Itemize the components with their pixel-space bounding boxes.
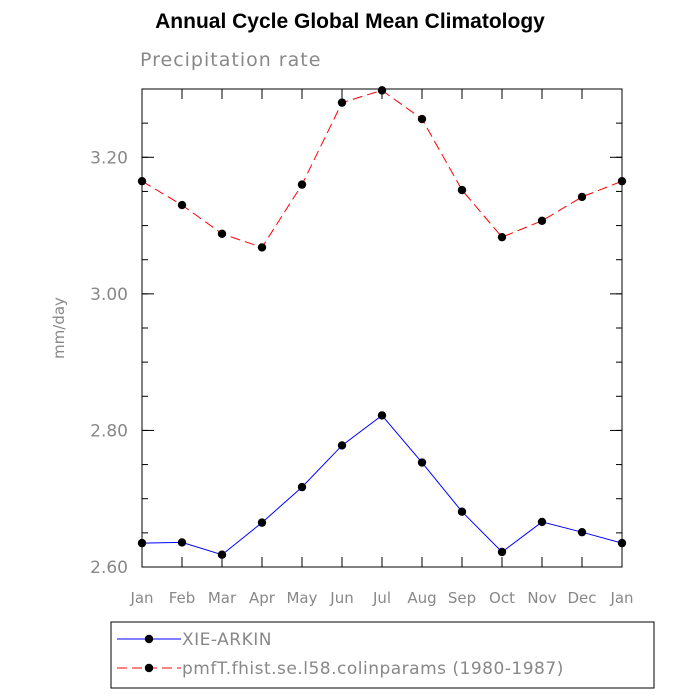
chart-subtitle: Precipitation rate bbox=[140, 49, 322, 71]
series-1-point bbox=[137, 538, 147, 548]
series-1-point bbox=[177, 538, 187, 547]
series-1-point bbox=[257, 518, 267, 527]
x-tick-label: Oct bbox=[489, 589, 515, 607]
series-2-point bbox=[417, 114, 427, 124]
chart-title: Annual Cycle Global Mean Climatology bbox=[155, 10, 545, 33]
legend-label-1: XIE-ARKIN bbox=[182, 630, 272, 650]
x-tick-label: Jul bbox=[372, 589, 391, 607]
legend-label-2: pmfT.fhist.se.l58.colinparams (1980-1987… bbox=[182, 659, 564, 679]
series-2-point bbox=[537, 216, 547, 225]
series-2-point bbox=[377, 86, 387, 95]
plot-frame bbox=[141, 88, 623, 568]
y-tick-label: 2.60 bbox=[90, 558, 128, 578]
series-line-2 bbox=[141, 89, 623, 249]
series-2-point bbox=[257, 243, 267, 252]
y-tick-label: 3.00 bbox=[90, 285, 128, 305]
series-1-point bbox=[377, 411, 387, 420]
series-1-point bbox=[577, 527, 587, 537]
series-2-point bbox=[577, 192, 587, 202]
series-2-point bbox=[217, 229, 227, 238]
x-tick-label: May bbox=[286, 589, 317, 607]
series-1-point bbox=[337, 441, 347, 450]
series-1-point bbox=[297, 482, 307, 492]
series-2-point bbox=[457, 185, 467, 195]
series-1-point bbox=[537, 517, 547, 527]
series-1-point bbox=[497, 547, 507, 557]
series-line-1 bbox=[141, 414, 623, 556]
series-2-point bbox=[177, 200, 187, 210]
legend-marker-2 bbox=[144, 663, 154, 673]
series-1-point bbox=[217, 550, 227, 559]
series-1-point bbox=[457, 507, 467, 516]
series-2-point bbox=[337, 98, 347, 107]
y-axis-label: mm/day bbox=[50, 297, 68, 359]
x-tick-label: Apr bbox=[249, 589, 276, 607]
x-tick-label: Sep bbox=[448, 589, 476, 607]
series-2-point bbox=[297, 180, 307, 189]
series-2-point bbox=[497, 232, 507, 242]
x-tick-label: Jun bbox=[329, 589, 353, 607]
legend-box bbox=[110, 621, 655, 689]
series-1-point bbox=[417, 458, 427, 467]
y-tick-label: 2.80 bbox=[90, 421, 128, 441]
series-2-point bbox=[137, 176, 147, 186]
series-2-point bbox=[617, 176, 627, 186]
series-1-point bbox=[617, 538, 627, 548]
x-tick-label: Jan bbox=[129, 589, 153, 607]
y-tick-label: 3.20 bbox=[90, 148, 128, 168]
x-tick-label: Jan bbox=[609, 589, 633, 607]
x-tick-label: Feb bbox=[169, 589, 196, 607]
x-tick-label: Mar bbox=[208, 589, 237, 607]
x-tick-label: Nov bbox=[527, 589, 556, 607]
x-tick-label: Aug bbox=[407, 589, 436, 607]
legend-marker-1 bbox=[144, 634, 154, 644]
x-tick-label: Dec bbox=[567, 589, 596, 607]
